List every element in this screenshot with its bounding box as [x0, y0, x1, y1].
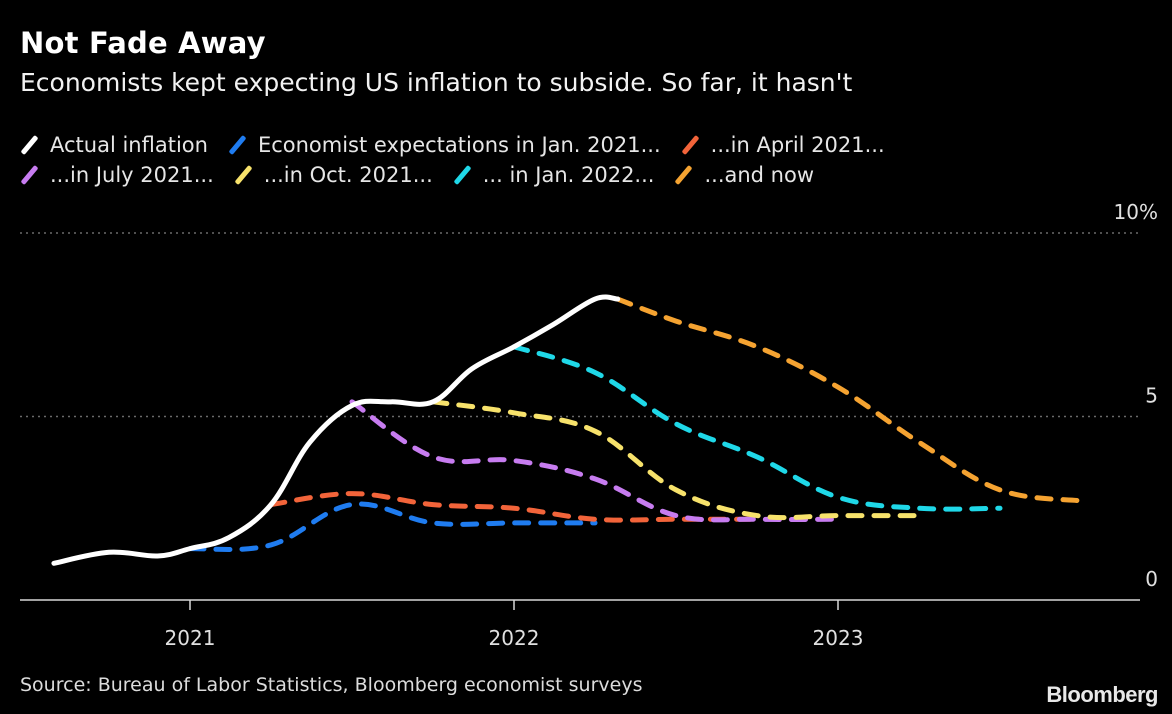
legend-label: ...in Oct. 2021... [263, 163, 433, 187]
series-line-economist-expectations-in-jan-2021 [187, 501, 598, 553]
y-tick-label: 10% [1114, 200, 1158, 224]
legend-item-july-2021: ...in July 2021... [20, 163, 214, 187]
legend-label: ...in July 2021... [50, 163, 214, 187]
legend-item-jan-2021: Economist expectations in Jan. 2021... [228, 133, 661, 157]
series-line-in-july-2021 [349, 399, 841, 523]
legend-item-oct-2021: ...in Oct. 2021... [234, 163, 433, 187]
x-tick-label: 2023 [813, 626, 864, 650]
legend-label: Economist expectations in Jan. 2021... [257, 133, 661, 157]
series-line-in-april-2021 [268, 491, 760, 523]
x-tick-label: 2021 [165, 626, 216, 650]
series-group [51, 294, 1084, 566]
legend-item-jan-2022: ... in Jan. 2022... [453, 163, 655, 187]
source-note: Source: Bureau of Labor Statistics, Bloo… [20, 674, 643, 696]
y-axis: 0 5 10% [1114, 200, 1158, 591]
y-tick-label: 0 [1145, 567, 1158, 591]
legend-row-2: ...in July 2021... ...in Oct. 2021... ..… [20, 160, 1120, 190]
series-line-in-oct-2021 [430, 399, 922, 521]
chart-subtitle: Economists kept expecting US inflation t… [20, 68, 853, 97]
legend-label: Actual inflation [50, 133, 208, 157]
legend-label: ...and now [704, 163, 815, 187]
legend-item-april-2021: ...in April 2021... [681, 133, 885, 157]
legend-row-1: Actual inflation Economist expectations … [20, 130, 1120, 160]
legend-label: ...in April 2021... [710, 133, 885, 157]
series-line-actual-inflation [51, 294, 621, 566]
x-axis: 2021 2022 2023 [20, 599, 1140, 650]
legend: Actual inflation Economist expectations … [20, 130, 1120, 190]
legend-label: ... in Jan. 2022... [482, 163, 655, 187]
legend-item-actual: Actual inflation [20, 133, 208, 157]
y-tick-label: 5 [1145, 384, 1158, 408]
gridlines [20, 232, 1140, 418]
chart-title: Not Fade Away [20, 26, 266, 60]
series-line-in-jan-2022 [511, 344, 1003, 512]
legend-item-now: ...and now [674, 163, 814, 187]
series-line-and-now [615, 296, 1084, 504]
bloomberg-logo: Bloomberg [1046, 682, 1158, 707]
x-tick-label: 2022 [489, 626, 540, 650]
